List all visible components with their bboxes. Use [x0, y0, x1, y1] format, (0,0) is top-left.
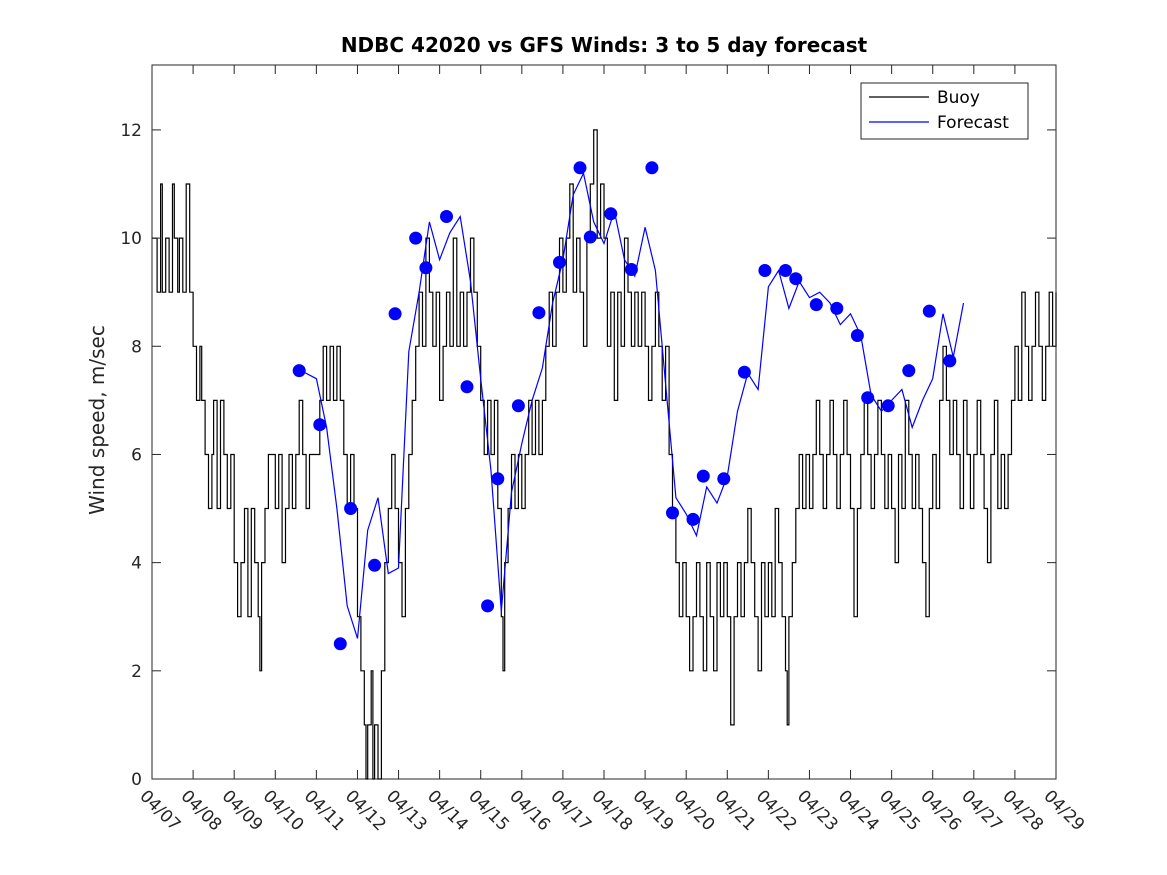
forecast-marker — [388, 307, 402, 321]
y-axis-ticks: 0 2 4 6 8 10 12 — [120, 121, 1056, 790]
forecast-marker — [491, 472, 505, 486]
legend-label-buoy: Buoy — [937, 88, 980, 108]
forecast-marker — [779, 264, 792, 277]
y-tick-label: 10 — [120, 229, 142, 249]
forecast-marker — [313, 418, 327, 432]
forecast-marker — [922, 304, 936, 318]
series-line-buoy — [152, 129, 1057, 780]
forecast-marker — [604, 207, 618, 221]
y-tick-label: 8 — [131, 337, 142, 357]
forecast-marker — [344, 502, 358, 515]
forecast-marker — [419, 261, 433, 275]
forecast-marker — [511, 399, 525, 413]
forecast-marker — [789, 272, 803, 286]
legend-box — [860, 82, 1029, 140]
forecast-marker — [573, 161, 587, 175]
forecast-marker — [368, 558, 382, 572]
y-axis-label: Wind speed, m/sec — [85, 325, 109, 515]
forecast-marker — [583, 230, 597, 244]
forecast-marker — [624, 263, 638, 276]
forecast-marker — [686, 512, 700, 526]
forecast-marker — [645, 161, 659, 175]
forecast-marker — [532, 306, 546, 320]
forecast-marker — [553, 255, 566, 269]
forecast-marker — [830, 301, 844, 315]
forecast-marker — [409, 231, 423, 245]
forecast-marker — [717, 472, 731, 486]
legend: Buoy Forecast — [860, 82, 1029, 140]
axes-box — [151, 64, 1057, 780]
y-tick-label: 4 — [131, 554, 142, 574]
legend-label-forecast: Forecast — [937, 113, 1009, 133]
chart-title: NDBC 42020 vs GFS Winds: 3 to 5 day fore… — [341, 33, 868, 57]
forecast-marker — [902, 364, 916, 378]
forecast-marker — [850, 329, 864, 342]
forecast-marker — [737, 365, 751, 379]
forecast-marker — [861, 391, 875, 405]
forecast-marker — [460, 380, 474, 394]
forecast-marker — [943, 354, 957, 368]
forecast-marker — [809, 298, 823, 312]
forecast-marker — [881, 399, 895, 413]
y-tick-label: 12 — [120, 121, 142, 141]
forecast-marker — [696, 469, 710, 483]
y-tick-label: 2 — [131, 662, 142, 682]
forecast-marker — [758, 264, 772, 277]
forecast-marker — [292, 364, 306, 378]
series-line-forecast — [295, 171, 965, 639]
forecast-marker — [440, 210, 453, 223]
plot-area — [151, 64, 1057, 780]
forecast-marker — [333, 637, 347, 651]
y-tick-label: 6 — [131, 445, 142, 465]
y-tick-label: 0 — [131, 770, 142, 790]
forecast-marker — [481, 599, 495, 613]
forecast-marker — [666, 506, 679, 520]
